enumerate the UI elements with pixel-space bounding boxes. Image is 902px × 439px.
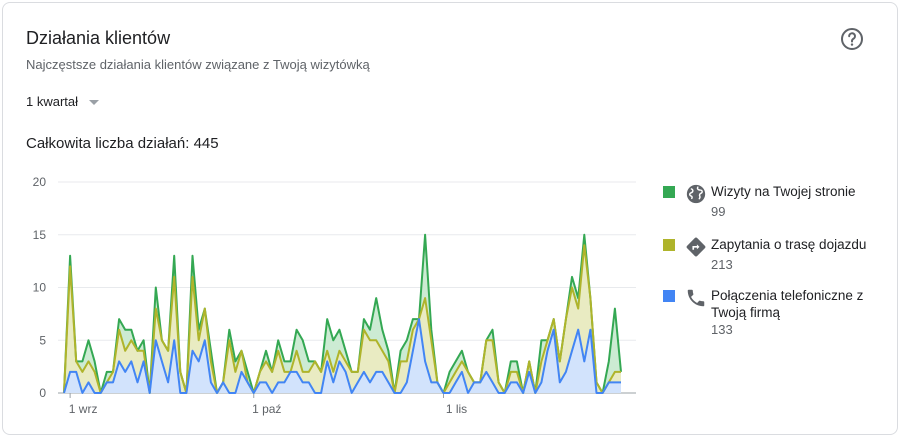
period-label: 1 kwartał xyxy=(26,94,79,109)
actions-chart: 0 5 10 15 20 1 wrz 1 paź 1 lis xyxy=(33,175,636,416)
chevron-down-icon xyxy=(89,99,100,105)
phone-icon xyxy=(687,289,705,307)
x-tick-label: 1 wrz xyxy=(69,402,98,416)
series-line-0 xyxy=(63,318,621,394)
directions-icon xyxy=(686,237,706,257)
y-tick-label: 10 xyxy=(33,281,47,295)
series-line-1 xyxy=(63,244,621,394)
legend-label-calls: Połączenia telefoniczne z Twoją firmą xyxy=(711,288,864,320)
legend-label-website: Wizyty na Twojej stronie xyxy=(711,184,856,199)
card-title: Działania klientów xyxy=(26,28,171,48)
y-tick-label: 20 xyxy=(33,175,47,189)
legend-count-directions: 213 xyxy=(711,257,733,272)
help-icon[interactable] xyxy=(840,27,864,51)
globe-icon xyxy=(686,184,706,204)
card-subtitle: Najczęstsze działania klientów związane … xyxy=(26,57,370,72)
legend-count-calls: 133 xyxy=(711,322,733,337)
x-tick-label: 1 lis xyxy=(446,402,467,416)
y-tick-label: 15 xyxy=(33,228,47,242)
total-actions: Całkowita liczba działań: 445 xyxy=(26,135,219,152)
period-dropdown[interactable]: 1 kwartał xyxy=(26,94,100,109)
area-0 xyxy=(64,319,621,393)
legend-count-website: 99 xyxy=(711,204,726,219)
y-tick-label: 5 xyxy=(39,333,46,347)
legend-swatch-calls xyxy=(663,290,675,302)
y-tick-label: 0 xyxy=(39,386,46,400)
x-tick-label: 1 paź xyxy=(252,402,281,416)
legend-swatch-website xyxy=(663,186,675,198)
legend-label-directions: Zapytania o trasę dojazdu xyxy=(711,237,867,252)
legend-swatch-directions xyxy=(663,239,675,251)
